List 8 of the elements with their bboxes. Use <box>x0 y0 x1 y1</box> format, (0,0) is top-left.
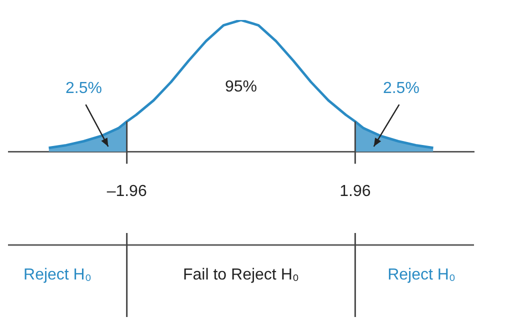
text: Reject H₀ <box>388 266 456 284</box>
text: Fail to Reject H₀ <box>182 266 300 284</box>
annotation: 2.5% <box>65 80 102 97</box>
annotation: 2.5% <box>382 80 420 97</box>
x-tick-label: –1.96 <box>106 182 147 200</box>
x-tick-label: 1.96 <box>340 182 371 200</box>
text: Reject H₀ <box>24 266 92 284</box>
annotation: 95% <box>224 78 258 96</box>
